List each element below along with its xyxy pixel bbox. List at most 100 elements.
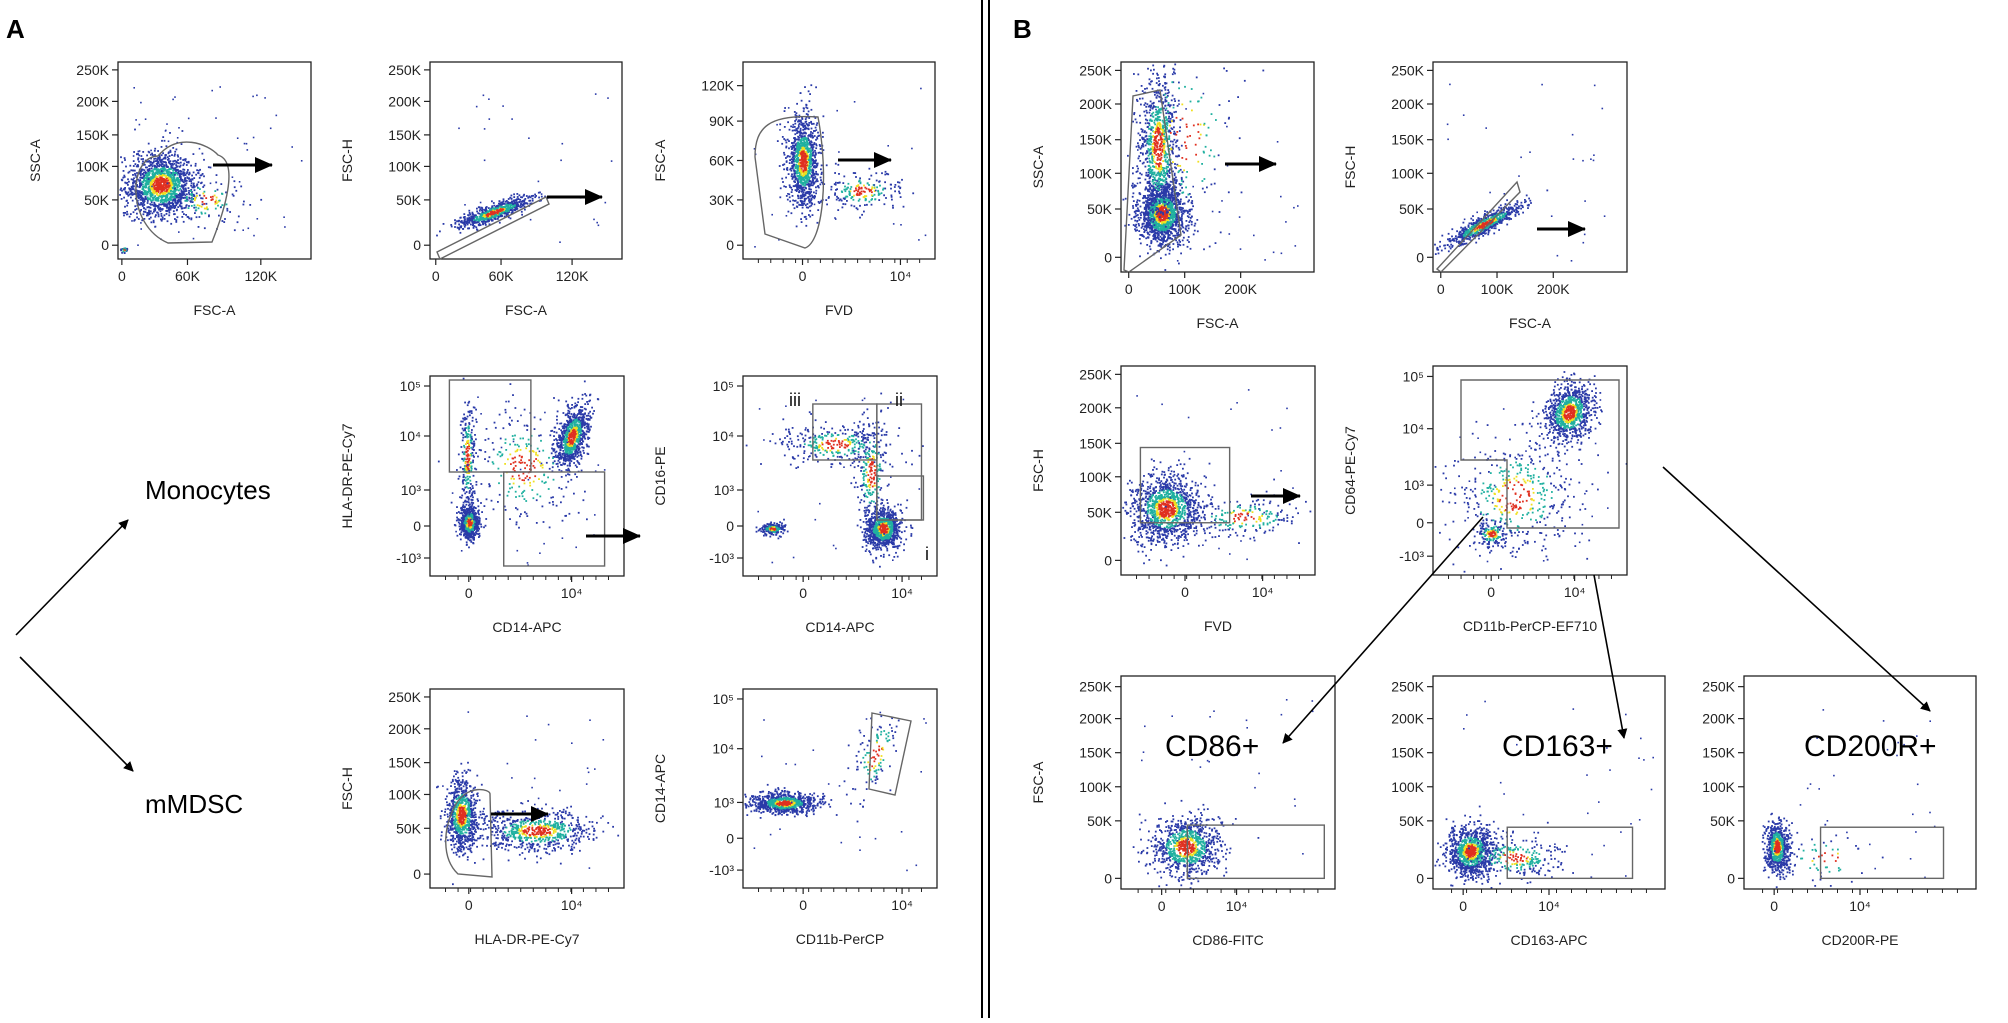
x-tick-label: 10⁴: [890, 268, 912, 284]
x-tick-label: 10⁴: [1849, 898, 1871, 914]
x-tick-label: 10⁴: [1252, 584, 1274, 600]
x-tick-label: 0: [118, 268, 126, 284]
y-tick-label: 100K: [388, 158, 421, 174]
y-tick-label: 250K: [1079, 679, 1112, 695]
y-tick-label: 200K: [1702, 711, 1735, 727]
y-tick-label: 200K: [76, 93, 109, 109]
y-axis-label: FSC-A: [652, 139, 668, 182]
x-tick-label: 0: [465, 585, 473, 601]
cd163-gate-label: CD163+: [1502, 730, 1613, 763]
y-axis-label: FSC-H: [1030, 449, 1046, 492]
x-axis-label: FSC-A: [1509, 315, 1552, 331]
x-axis-label: FVD: [825, 302, 853, 318]
x-tick-label: 0: [799, 585, 807, 601]
y-tick-label: 250K: [1702, 679, 1735, 695]
y-tick-label: 100K: [1391, 165, 1424, 181]
y-tick-label: 200K: [1079, 96, 1112, 112]
monocytes-branch-arrow: [16, 520, 128, 635]
x-tick-label: 200K: [1537, 281, 1570, 297]
y-tick-label: 10⁴: [712, 428, 734, 444]
quadrant-ii-label: ii: [895, 390, 903, 410]
y-tick-label: 10⁴: [712, 741, 734, 757]
x-tick-label: 0: [1125, 281, 1133, 297]
y-tick-label: 10³: [714, 794, 735, 810]
y-tick-label: 150K: [1391, 745, 1424, 761]
x-axis-label: CD11b-PerCP-EF710: [1463, 618, 1598, 634]
y-tick-label: 150K: [1079, 435, 1112, 451]
y-tick-label: -10³: [709, 862, 734, 878]
plot-frame: [1121, 676, 1335, 889]
y-tick-label: 200K: [388, 93, 421, 109]
y-tick-label: 10⁵: [400, 378, 421, 394]
cd163-gate-arrow: [1594, 575, 1624, 738]
y-tick-label: 100K: [1079, 469, 1112, 485]
y-tick-label: 150K: [76, 127, 109, 143]
y-tick-label: 0: [726, 830, 734, 846]
x-axis-label: HLA-DR-PE-Cy7: [474, 931, 579, 947]
y-tick-label: 50K: [1710, 813, 1736, 829]
y-tick-label: -10³: [709, 550, 734, 566]
x-tick-label: 0: [1459, 898, 1467, 914]
x-axis-label: CD11b-PerCP: [796, 931, 884, 947]
y-tick-label: 100K: [1702, 779, 1735, 795]
y-axis-label: CD64-PE-Cy7: [1342, 426, 1358, 515]
y-tick-label: 0: [726, 518, 734, 534]
plot-frame: [1121, 366, 1315, 575]
panel-a-letter: A: [6, 14, 25, 44]
y-tick-label: 200K: [388, 721, 421, 737]
x-tick-label: 10⁴: [1564, 584, 1586, 600]
cd200r-gate-arrow: [1663, 467, 1930, 711]
plot-frame: [743, 689, 937, 888]
x-tick-label: 60K: [489, 268, 515, 284]
x-tick-label: 120K: [244, 268, 277, 284]
y-tick-label: 250K: [388, 689, 421, 705]
x-tick-label: 10⁴: [1538, 898, 1560, 914]
x-axis-label: FSC-A: [194, 302, 237, 318]
x-axis-label: CD163-APC: [1510, 932, 1587, 948]
y-tick-label: 150K: [1079, 745, 1112, 761]
y-tick-label: 10³: [1404, 477, 1425, 493]
y-tick-label: 0: [1416, 249, 1424, 265]
y-tick-label: 250K: [1391, 679, 1424, 695]
y-tick-label: 0: [1104, 249, 1112, 265]
y-axis-label: FSC-A: [1030, 761, 1046, 804]
x-tick-label: 0: [799, 268, 807, 284]
x-axis-label: CD14-APC: [492, 619, 561, 635]
y-axis-label: FSC-H: [339, 139, 355, 182]
x-tick-label: 10⁴: [1226, 898, 1248, 914]
x-axis-label: CD14-APC: [805, 619, 874, 635]
x-tick-label: 0: [799, 897, 807, 913]
y-tick-label: 250K: [76, 62, 109, 78]
y-tick-label: 10⁴: [399, 428, 421, 444]
y-axis-label: FSC-H: [1342, 146, 1358, 189]
cd200r-gate-label: CD200R+: [1804, 730, 1937, 763]
y-tick-label: 200K: [1079, 400, 1112, 416]
y-tick-label: 200K: [1391, 96, 1424, 112]
gate: [813, 404, 877, 460]
mmdsc-branch-arrow: [20, 657, 133, 771]
y-tick-label: 100K: [76, 158, 109, 174]
y-axis-label: CD14-APC: [652, 754, 668, 823]
y-tick-label: 10⁴: [1402, 421, 1424, 437]
y-tick-label: 10⁵: [1403, 368, 1424, 384]
x-tick-label: 10⁴: [561, 897, 583, 913]
cd86-gate-arrow: [1283, 517, 1483, 743]
overlay-layer: CD86+ CD163+ CD200R+ iii ii i: [213, 160, 1937, 814]
cd86-gate-label: CD86+: [1165, 730, 1259, 763]
y-tick-label: 0: [1104, 552, 1112, 568]
y-tick-label: 10³: [401, 482, 422, 498]
x-axis-label: FVD: [1204, 618, 1232, 634]
